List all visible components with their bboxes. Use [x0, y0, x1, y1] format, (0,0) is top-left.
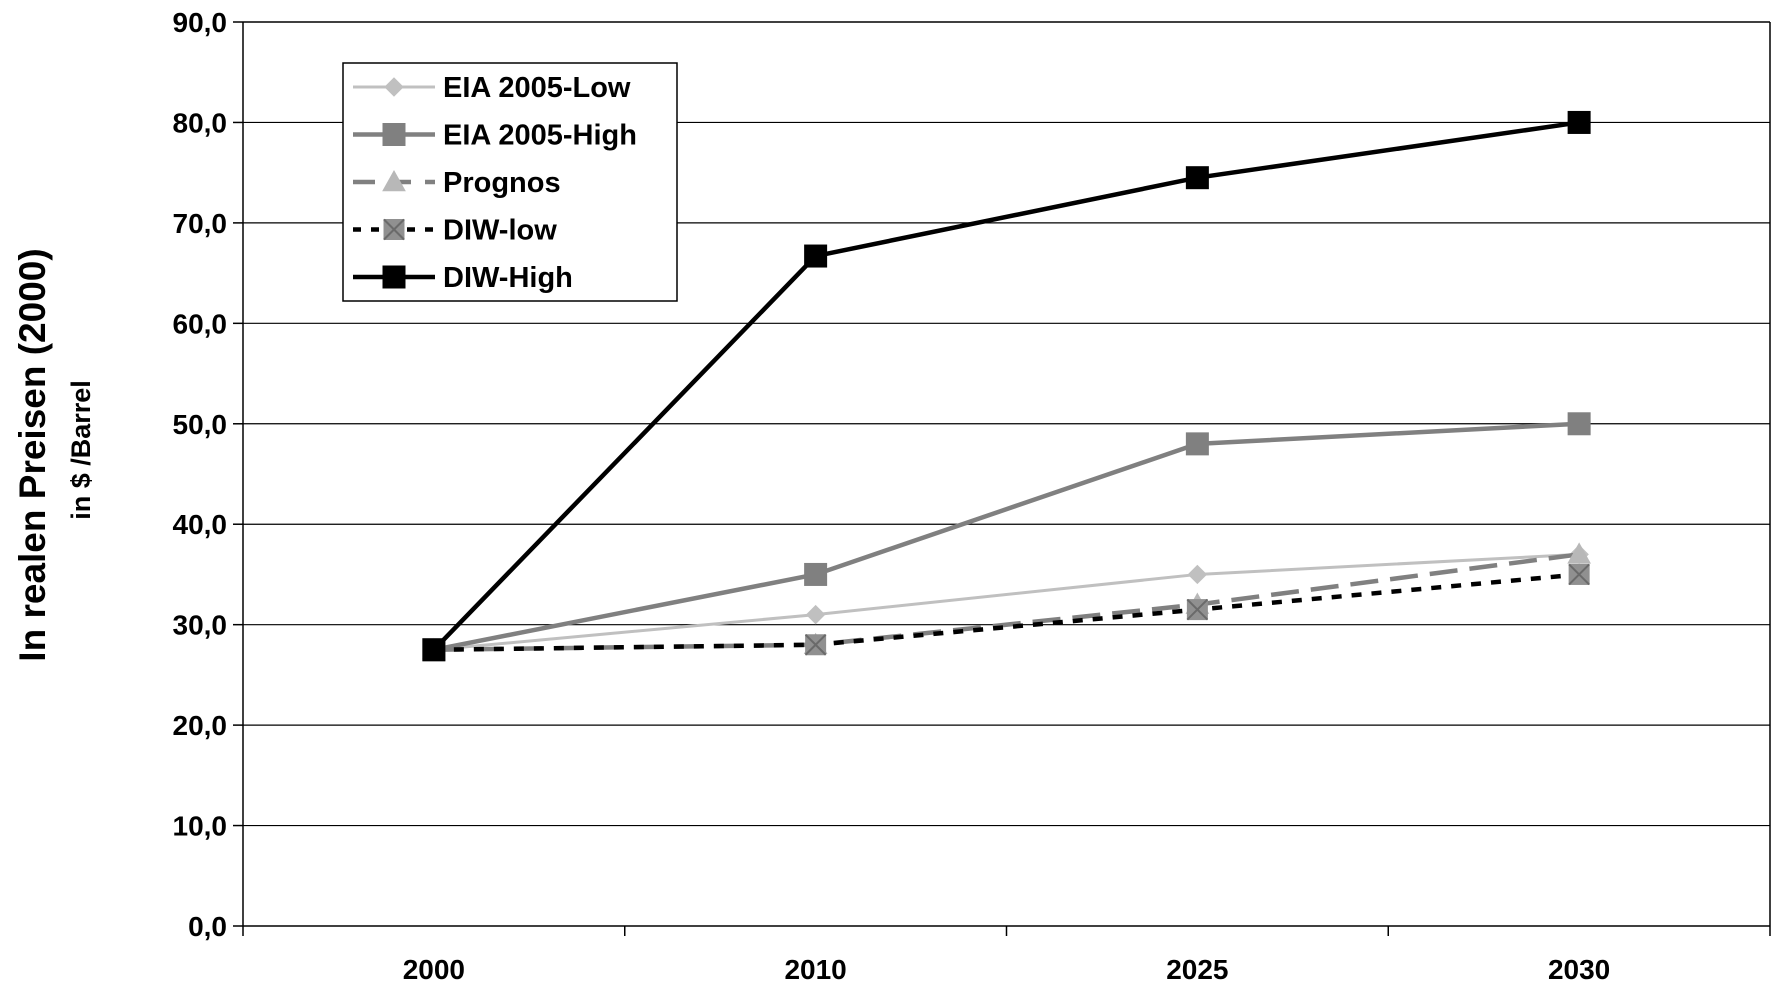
series-line — [432, 120, 1580, 652]
y-tick-label: 40,0 — [173, 509, 228, 540]
data-point — [804, 562, 828, 586]
series-group — [422, 110, 1591, 662]
y-axis-title: In realen Preisen (2000) — [12, 248, 53, 661]
x-tick-label: 2030 — [1548, 954, 1610, 985]
data-point — [422, 638, 446, 662]
legend-label: EIA 2005-High — [443, 120, 637, 152]
y-tick-label: 60,0 — [173, 308, 228, 339]
data-point — [1567, 110, 1591, 134]
series-line — [433, 421, 1580, 652]
data-point — [1567, 542, 1591, 564]
data-point — [805, 604, 826, 625]
legend-entry: DIW-High — [353, 262, 573, 294]
y-tick-label: 70,0 — [173, 208, 228, 239]
data-point — [1185, 432, 1209, 456]
axes — [233, 21, 1771, 936]
marker-cross — [804, 634, 827, 656]
legend-entry: Prognos — [353, 167, 561, 199]
legend-entry: EIA 2005-Low — [353, 72, 631, 104]
data-point — [804, 634, 827, 656]
data-point — [1187, 564, 1208, 585]
legend-marker — [382, 169, 406, 192]
legend-marker — [383, 218, 405, 241]
legend-label: DIW-low — [443, 215, 557, 247]
y-tick-label: 90,0 — [173, 7, 228, 38]
legend-label: Prognos — [443, 167, 561, 199]
legend-marker — [382, 123, 406, 146]
series-line — [433, 552, 1580, 652]
data-point — [804, 244, 828, 268]
x-tick-label: 2025 — [1166, 954, 1228, 985]
legend-marker — [382, 265, 406, 289]
marker-cross — [1186, 598, 1209, 621]
data-point — [1567, 412, 1591, 436]
y-tick-label: 20,0 — [173, 710, 228, 741]
data-point — [1568, 563, 1590, 586]
y-tick-labels: 0,0 10,0 20,0 30,0 40,0 50,0 60,0 70,0 80,0 90,0 — [173, 7, 228, 942]
x-tick-label: 2010 — [784, 954, 846, 985]
legend-marker — [384, 77, 404, 97]
legend-label: DIW-High — [443, 262, 573, 294]
x-tick-labels: 2000 2010 2025 2030 — [403, 954, 1611, 985]
legend-entry: DIW-low — [353, 215, 557, 247]
data-point — [1186, 598, 1209, 621]
y-tick-label: 10,0 — [173, 811, 228, 842]
series-diw-high — [422, 110, 1591, 662]
marker-cross — [1568, 563, 1590, 586]
data-point — [1185, 166, 1209, 190]
y-tick-label: 80,0 — [173, 107, 228, 138]
y-tick-label: 30,0 — [173, 610, 228, 641]
x-tick-label: 2000 — [403, 954, 465, 985]
series-line — [433, 552, 1580, 653]
y-axis-subtitle: in $ /Barrel — [66, 380, 96, 520]
legend-entry: EIA 2005-High — [353, 120, 637, 152]
marker-cross — [383, 218, 405, 241]
legend-label: EIA 2005-Low — [443, 72, 631, 104]
y-tick-label: 50,0 — [173, 409, 228, 440]
y-tick-label: 0,0 — [188, 911, 227, 942]
legend: EIA 2005-Low EIA 2005-High Prognos DIW-low D… — [342, 62, 678, 302]
